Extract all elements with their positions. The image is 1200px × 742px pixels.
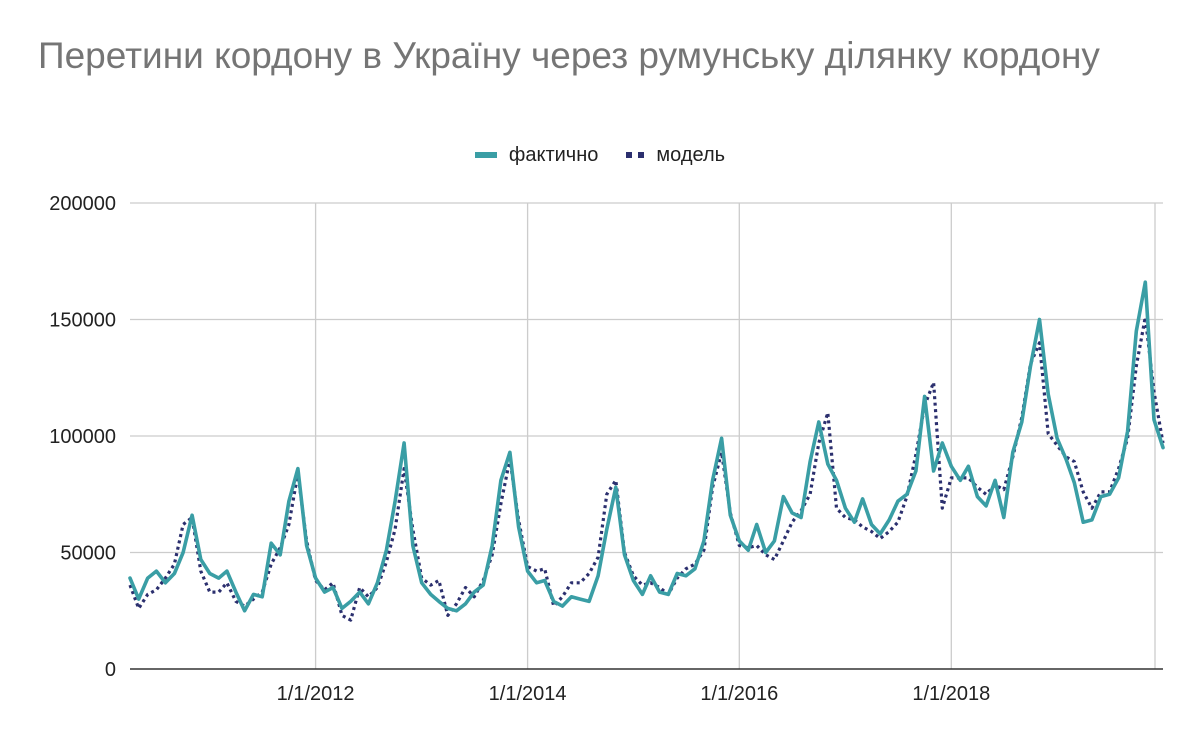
chart-title: Перетини кордону в Україну через румунсь… (38, 35, 1100, 76)
y-tick-label: 200000 (49, 193, 116, 215)
legend-swatch-dot (638, 152, 645, 158)
x-tick-label: 1/1/2012 (277, 683, 355, 705)
legend-swatch-model (626, 152, 645, 158)
legend-item-model[interactable]: модель (626, 144, 725, 167)
x-tick-label: 1/1/2014 (489, 683, 567, 705)
legend-swatch-actual (474, 152, 497, 158)
legend-label-model: модель (656, 143, 726, 166)
x-tick-label: 1/1/2016 (700, 683, 778, 705)
tick-labels: 0 50000 100000 150000 200000 1/1/2012 1/1/2014… (49, 193, 990, 705)
series-line-actual (128, 280, 1165, 613)
grid (130, 202, 1163, 669)
legend-label-actual: фактично (508, 143, 599, 166)
legend-item-actual[interactable]: фактично (474, 143, 599, 167)
series-line-model (128, 315, 1165, 622)
y-tick-label: 150000 (49, 310, 116, 332)
x-tick-label: 1/1/2018 (912, 683, 990, 705)
series-lines (128, 280, 1165, 622)
legend: фактично модель (0, 140, 1200, 170)
legend-swatch-dot (626, 152, 633, 158)
y-tick-label: 50000 (60, 543, 116, 565)
y-tick-label: 0 (105, 659, 116, 681)
y-tick-label: 100000 (49, 426, 116, 448)
